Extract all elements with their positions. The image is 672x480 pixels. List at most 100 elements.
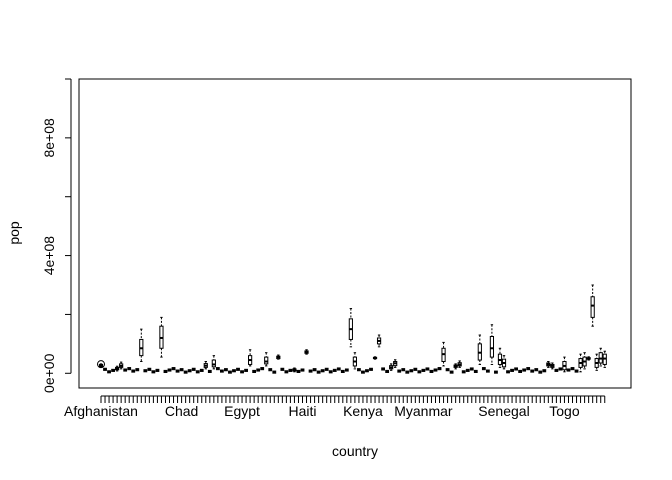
country-box (220, 369, 224, 373)
x-tick-label: Togo (549, 403, 580, 419)
country-box (240, 370, 244, 374)
country-box (103, 367, 107, 371)
country-box (167, 368, 172, 372)
country-box (481, 367, 486, 371)
country-box (195, 370, 200, 374)
country-box (594, 353, 599, 371)
country-box (191, 367, 196, 371)
country-box (522, 368, 527, 372)
country-box (340, 369, 345, 373)
country-box (284, 370, 289, 374)
country-box (171, 367, 176, 371)
country-box (228, 370, 232, 374)
country-box (401, 368, 406, 372)
country-box (485, 369, 490, 373)
country-box (574, 369, 579, 373)
x-axis-title: country (332, 443, 378, 459)
country-box (409, 369, 414, 373)
x-tick-label: Afghanistan (64, 403, 138, 419)
country-box (324, 367, 329, 371)
country-box (236, 367, 240, 371)
country-box (494, 370, 498, 374)
country-box (328, 370, 333, 374)
country-box (582, 352, 587, 370)
country-box (437, 367, 442, 371)
country-box (477, 334, 482, 365)
box-group (97, 284, 607, 374)
country-box (445, 368, 450, 372)
x-tick-label: Egypt (224, 403, 260, 419)
country-box (534, 368, 539, 372)
country-box (449, 370, 454, 374)
country-box (425, 367, 430, 371)
country-box (376, 334, 382, 348)
country-box (183, 370, 188, 374)
country-box (256, 368, 261, 372)
country-box (131, 369, 136, 373)
country-box (320, 369, 325, 373)
y-axis: 0e+00 4e+08 8e+08 (41, 78, 72, 393)
country-box (369, 367, 373, 371)
y-axis-title: pop (6, 221, 22, 245)
country-box (526, 367, 531, 371)
country-box (127, 367, 132, 371)
country-box (550, 362, 555, 370)
country-box (538, 370, 543, 374)
country-box (207, 369, 212, 373)
country-box (203, 361, 208, 370)
country-box (397, 369, 402, 373)
country-box (332, 368, 337, 372)
country-box (558, 367, 563, 371)
country-box (348, 308, 353, 348)
country-box (417, 370, 422, 374)
country-box (393, 359, 398, 368)
x-tick-label: Senegal (478, 403, 529, 419)
country-box (385, 369, 390, 373)
country-box (175, 369, 180, 373)
country-box (264, 352, 269, 367)
country-box (461, 370, 466, 374)
country-box (506, 370, 510, 374)
country-box (151, 370, 156, 374)
x-tick-label: Chad (165, 403, 198, 419)
country-box (252, 369, 257, 373)
country-box (469, 367, 474, 371)
country-box (530, 369, 535, 373)
country-box (357, 368, 361, 372)
country-box (107, 370, 111, 374)
country-box (211, 355, 216, 370)
country-box (578, 353, 583, 373)
x-tick-label: Kenya (343, 403, 383, 419)
country-box (473, 369, 478, 373)
country-box (111, 368, 115, 372)
country-box (296, 369, 301, 373)
country-box (308, 369, 313, 373)
country-box (546, 361, 551, 368)
plot-frame (78, 78, 632, 389)
country-box (413, 367, 418, 371)
country-box (199, 368, 204, 372)
y-tick-label: 0e+00 (41, 353, 57, 393)
country-box (566, 368, 571, 372)
country-box (224, 368, 228, 372)
x-tick-label: Haiti (288, 403, 316, 419)
country-box (147, 367, 152, 371)
country-box (501, 355, 507, 370)
box-body (489, 336, 495, 358)
country-box (179, 368, 184, 372)
country-box (465, 368, 470, 372)
country-box (570, 367, 575, 371)
country-box (586, 356, 591, 361)
country-box (272, 370, 277, 374)
country-box (304, 349, 309, 355)
x-axis: Afghanistan Chad Egypt Haiti Kenya Myanmar Sen… (64, 395, 606, 419)
country-box (372, 356, 378, 360)
country-box (453, 363, 458, 370)
country-box (344, 368, 349, 372)
country-box (421, 368, 426, 372)
y-tick-label: 4e+08 (41, 236, 57, 276)
country-box (260, 367, 265, 371)
country-box (215, 367, 220, 371)
country-box (598, 347, 603, 367)
